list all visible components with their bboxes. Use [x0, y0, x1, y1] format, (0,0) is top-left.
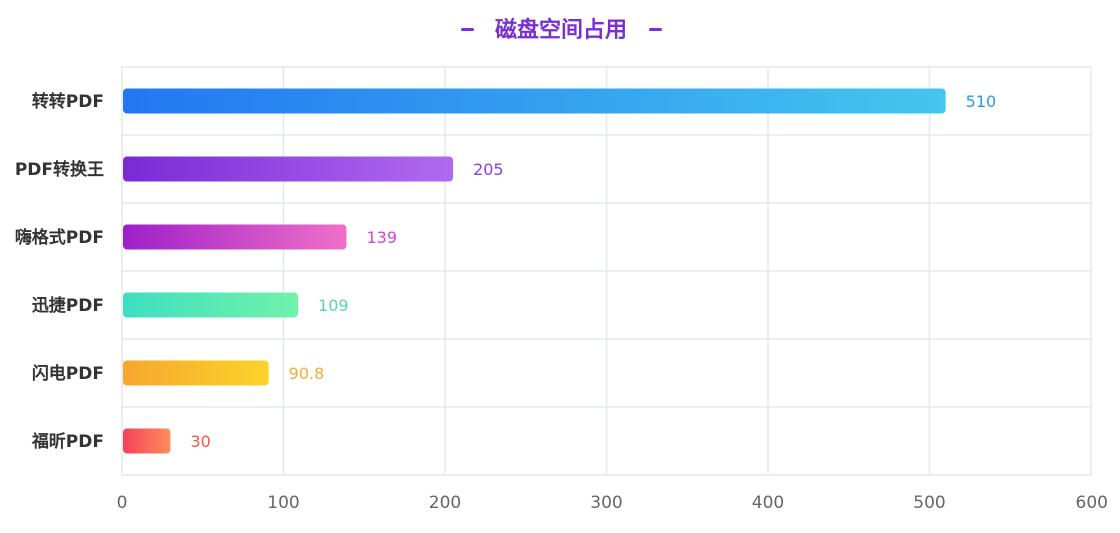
- x-tick-label-4: 400: [752, 493, 784, 513]
- value-label-2: 139: [366, 228, 397, 247]
- x-tick-label-3: 300: [590, 493, 622, 513]
- bar-1[interactable]: [123, 156, 454, 182]
- category-label-5: 福昕PDF: [31, 431, 104, 452]
- category-label-4: 闪电PDF: [32, 363, 104, 384]
- x-tick-label-1: 100: [267, 493, 299, 513]
- bar-0[interactable]: [123, 88, 946, 114]
- title-dash-right: [649, 28, 662, 31]
- value-label-5: 30: [190, 432, 210, 451]
- category-label-1: PDF转换王: [15, 159, 104, 180]
- chart-title: 磁盘空间占用: [495, 17, 627, 43]
- x-tick-label-5: 500: [913, 493, 945, 513]
- grid: [121, 66, 1092, 476]
- category-label-0: 转转PDF: [32, 91, 104, 112]
- title-dash-left: [461, 28, 474, 31]
- value-label-4: 90.8: [289, 364, 325, 383]
- category-label-2: 嗨格式PDF: [15, 227, 104, 248]
- bar-4[interactable]: [123, 360, 269, 386]
- x-axis-ticks: 0 100 200 300 400 500 600: [117, 493, 1108, 513]
- chart-title-group: 磁盘空间占用: [461, 17, 662, 43]
- value-label-3: 109: [318, 296, 349, 315]
- bars: 510 205 139 109 90.8 30: [123, 88, 997, 454]
- value-label-1: 205: [473, 160, 504, 179]
- bar-2[interactable]: [123, 224, 347, 250]
- bar-5[interactable]: [123, 428, 171, 454]
- value-label-0: 510: [966, 92, 997, 111]
- x-tick-label-2: 200: [429, 493, 461, 513]
- x-tick-label-0: 0: [117, 493, 128, 513]
- bar-3[interactable]: [123, 292, 299, 318]
- category-label-3: 迅捷PDF: [32, 295, 104, 316]
- x-tick-label-6: 600: [1076, 493, 1108, 513]
